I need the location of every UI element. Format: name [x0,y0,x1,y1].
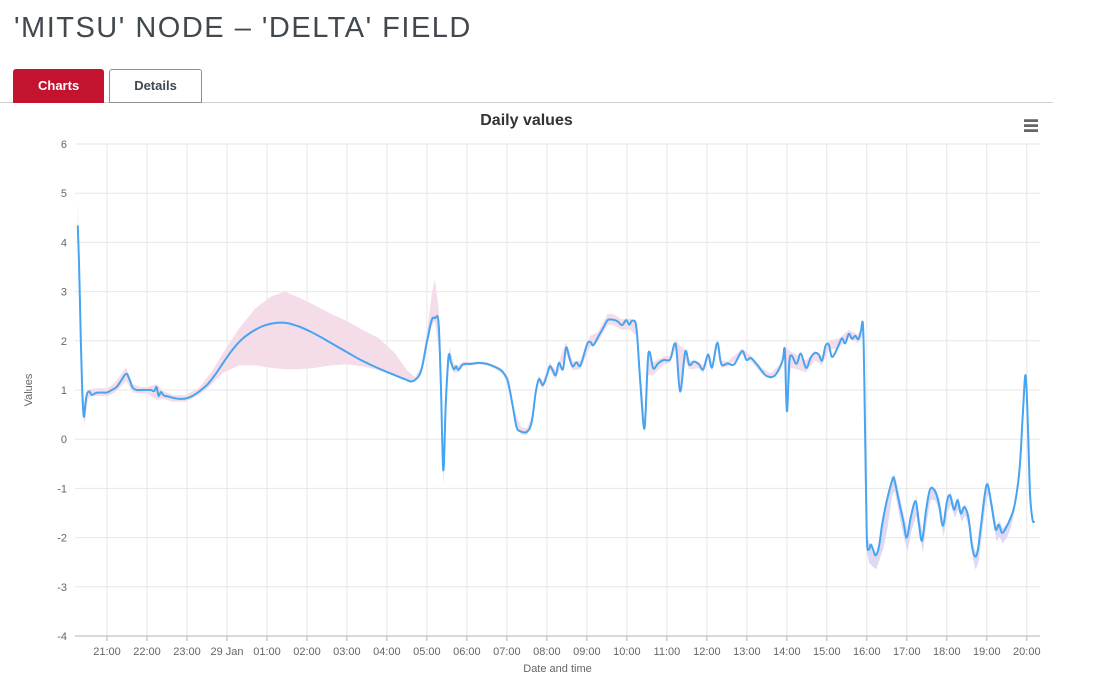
y-tick-label: 5 [61,188,67,200]
x-tick-label: 11:00 [654,646,681,658]
chart-menu-button[interactable] [1018,115,1044,137]
y-tick-label: -2 [57,533,67,545]
page-title: 'MITSU' NODE – 'DELTA' FIELD [14,12,472,44]
y-axis-title: Values [23,373,35,406]
x-tick-label: 05:00 [413,646,441,658]
x-tick-label: 18:00 [933,646,961,658]
series-line[interactable] [76,225,1035,558]
x-axis [75,635,1040,641]
x-tick-label: 13:00 [733,646,761,658]
x-tick-label: 03:00 [333,646,361,658]
axis-labels: -4 -3 -2 -1 0 1 2 3 4 5 6 21:00 22:00 23:00 29 Jan 01:0… [57,139,1040,658]
tab-charts[interactable]: Charts [13,69,105,103]
x-tick-label: 20:00 [1013,646,1041,658]
y-tick-label: 1 [61,385,67,397]
x-tick-label: 15:00 [813,646,841,658]
x-tick-label: 09:00 [573,646,601,658]
x-tick-label: 07:00 [493,646,521,658]
x-tick-label: 23:00 [173,646,201,658]
x-tick-label: 02:00 [293,646,321,658]
tab-bar: Charts Details [0,68,1053,103]
chart-container: -4 -3 -2 -1 0 1 2 3 4 5 6 21:00 22:00 23:00 29 Jan 01:0… [0,103,1053,681]
x-tick-label: 04:00 [373,646,401,658]
chart-plot[interactable]: -4 -3 -2 -1 0 1 2 3 4 5 6 21:00 22:00 23:00 29 Jan 01:0… [0,103,1053,681]
x-tick-label: 16:00 [853,646,881,658]
x-tick-label: 17:00 [893,646,921,658]
x-tick-label: 14:00 [773,646,801,658]
x-tick-label: 21:00 [93,646,121,658]
y-tick-label: 0 [61,434,67,446]
hamburger-icon [1024,118,1038,132]
x-tick-label: 06:00 [453,646,481,658]
chart-title: Daily values [480,112,573,129]
x-tick-label: 29 Jan [210,646,243,658]
x-tick-label: 19:00 [973,646,1001,658]
y-tick-label: 3 [61,287,67,299]
x-tick-label: 10:00 [613,646,641,658]
x-tick-label: 12:00 [693,646,721,658]
y-tick-label: 6 [61,139,67,151]
x-axis-title: Date and time [523,663,591,675]
y-tick-label: 2 [61,336,67,348]
tab-details[interactable]: Details [109,69,202,103]
x-tick-label: 22:00 [133,646,161,658]
y-tick-label: -4 [57,631,67,643]
range-bands [77,199,1015,570]
y-tick-label: 4 [61,237,67,249]
y-tick-label: -3 [57,582,67,594]
x-tick-label: 01:00 [253,646,281,658]
band-range-day [77,199,864,486]
y-tick-label: -1 [57,483,67,495]
x-tick-label: 08:00 [533,646,561,658]
gridlines [75,143,1040,636]
